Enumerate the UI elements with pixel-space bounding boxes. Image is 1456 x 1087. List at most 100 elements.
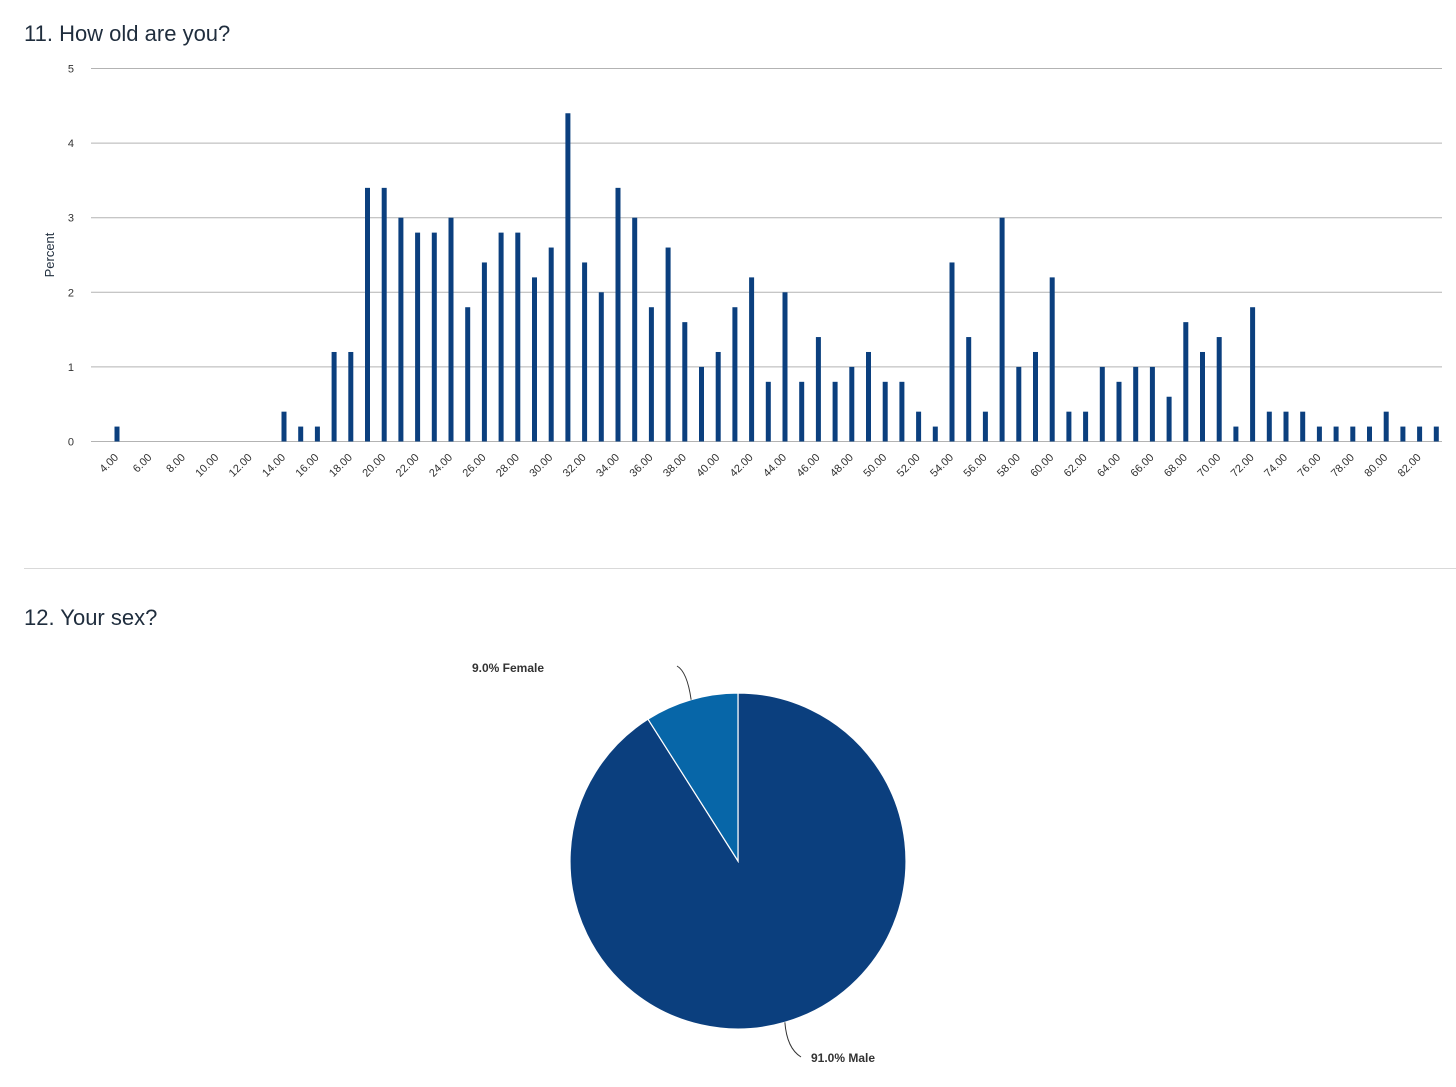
bar [782, 292, 788, 442]
bar [1049, 277, 1055, 442]
x-tick-label: 44.00 [761, 452, 789, 480]
y-axis-label: Percent [42, 232, 57, 277]
bar [1283, 411, 1289, 442]
x-tick-label: 40.00 [694, 452, 722, 480]
bar [749, 277, 755, 442]
y-tick-label: 2 [68, 287, 74, 299]
x-tick-label: 72.00 [1229, 452, 1257, 480]
bar [114, 426, 120, 442]
bar [582, 262, 588, 442]
bar [481, 262, 487, 442]
bar [1233, 426, 1239, 442]
bar [1200, 351, 1205, 442]
bar [932, 426, 938, 442]
question-11-title: 11. How old are you? [24, 21, 231, 46]
pie-slice-female [647, 692, 739, 864]
bar [799, 381, 805, 442]
x-tick-label: 10.00 [193, 452, 221, 480]
x-tick-label: 82.00 [1396, 452, 1424, 480]
y-tick-label: 0 [68, 437, 74, 449]
bar [1383, 411, 1389, 442]
x-tick-label: 38.00 [661, 452, 689, 480]
bar [1216, 337, 1222, 442]
bar [665, 247, 671, 442]
leader-line [784, 1022, 802, 1058]
x-tick-label: 68.00 [1162, 452, 1190, 480]
bar [765, 381, 771, 442]
bar [1350, 426, 1356, 442]
bar [1316, 426, 1322, 442]
x-tick-label: 20.00 [360, 452, 388, 480]
x-tick-label: 18.00 [327, 452, 355, 480]
x-tick-label: 30.00 [527, 452, 555, 480]
bar [1433, 426, 1439, 442]
sex-pie-chart: 91.0% Male 9.0% Female [472, 661, 907, 1065]
bar [732, 307, 738, 442]
bar [1033, 351, 1038, 442]
bar [1099, 366, 1105, 442]
bar [1333, 426, 1339, 442]
bar [849, 366, 855, 442]
x-tick-label: 22.00 [394, 452, 422, 480]
x-tick-label: 74.00 [1262, 452, 1290, 480]
x-tick-label: 12.00 [227, 452, 255, 480]
bar [1183, 322, 1189, 442]
x-tick-label: 52.00 [895, 452, 923, 480]
bar [648, 307, 654, 442]
bar [916, 411, 922, 442]
bar [515, 232, 521, 442]
y-tick-label: 3 [68, 213, 74, 225]
bar [615, 187, 621, 442]
pie-label-female: 9.0% Female [472, 661, 544, 675]
bar [1367, 426, 1372, 442]
x-tick-label: 48.00 [828, 452, 856, 480]
x-tick-label: 42.00 [728, 452, 756, 480]
bar [298, 426, 304, 442]
x-tick-label: 66.00 [1129, 452, 1157, 480]
bar [682, 322, 688, 442]
bar [532, 277, 537, 442]
x-tick-label: 50.00 [861, 452, 889, 480]
x-tick-label: 8.00 [164, 452, 188, 476]
bar [982, 411, 988, 442]
x-tick-label: 54.00 [928, 452, 956, 480]
x-tick-label: 16.00 [294, 452, 322, 480]
bar [1149, 366, 1155, 442]
bar [1166, 396, 1172, 442]
bar [966, 337, 972, 442]
bar [281, 411, 287, 442]
x-tick-label: 4.00 [97, 452, 121, 476]
bar [381, 187, 387, 442]
bar [866, 351, 871, 442]
bar [699, 366, 704, 442]
x-tick-label: 76.00 [1296, 452, 1324, 480]
x-tick-label: 80.00 [1362, 452, 1390, 480]
bar [498, 232, 504, 442]
bar [1133, 366, 1139, 442]
bar [331, 351, 337, 442]
x-tick-label: 6.00 [131, 452, 155, 476]
x-tick-label: 24.00 [427, 452, 455, 480]
pie-label-male: 91.0% Male [811, 1051, 875, 1065]
bar [1266, 411, 1272, 442]
leader-line [676, 665, 692, 700]
x-tick-label: 78.00 [1329, 452, 1357, 480]
bar [548, 247, 554, 442]
x-tick-label: 56.00 [962, 452, 990, 480]
bar [1016, 366, 1022, 442]
bar [448, 217, 454, 442]
y-tick-label: 1 [68, 362, 74, 374]
bar [415, 232, 421, 442]
bar [431, 232, 437, 442]
bar [899, 381, 905, 442]
y-tick-label: 4 [68, 138, 74, 150]
question-12-title: 12. Your sex? [24, 605, 158, 630]
bar [1300, 411, 1306, 442]
bar [949, 262, 955, 442]
age-bar-chart: 0 1 2 3 4 5 Percent 4.00 6.00 8.00 10.00 12.00 14.00… [42, 64, 1442, 480]
bar [1400, 426, 1406, 442]
x-tick-label: 36.00 [628, 452, 656, 480]
x-tick-label: 60.00 [1028, 452, 1056, 480]
bar [398, 217, 404, 442]
x-tick-label: 62.00 [1062, 452, 1090, 480]
